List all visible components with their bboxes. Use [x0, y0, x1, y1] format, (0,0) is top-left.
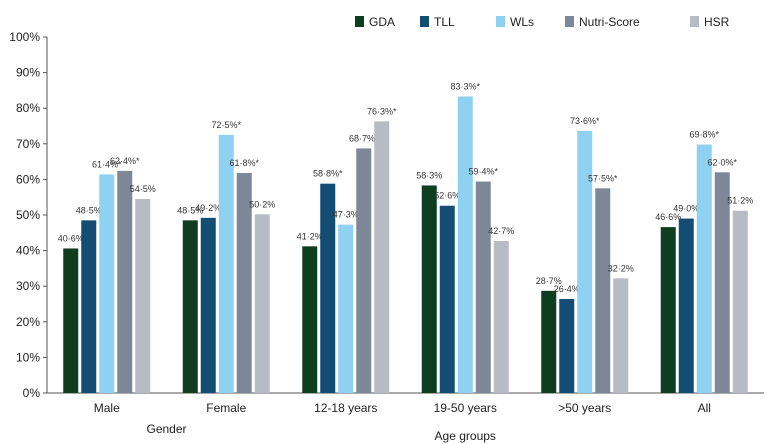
- legend-label: GDA: [369, 15, 395, 29]
- data-label: 69·8%*: [689, 130, 719, 140]
- data-label: 41·2%: [297, 231, 323, 241]
- data-label: 40·6%: [58, 233, 84, 243]
- legend-swatch: [565, 16, 574, 27]
- data-label: 76·3%*: [367, 106, 397, 116]
- data-label: 72·5%*: [211, 120, 241, 130]
- bar-hsr: [732, 210, 748, 393]
- legend-item: WLs: [496, 15, 534, 29]
- bar-wls: [457, 96, 473, 394]
- y-tick-label: 20%: [16, 315, 40, 329]
- data-label: 83·3%*: [450, 81, 480, 91]
- bar-gda: [421, 185, 437, 393]
- y-tick-label: 10%: [16, 350, 40, 364]
- bar-nutri-score: [475, 181, 491, 393]
- bar-tll: [200, 217, 216, 393]
- data-label: 42·7%: [488, 226, 514, 236]
- data-label: 58·8%*: [313, 169, 343, 179]
- x-tick-label: All: [698, 401, 711, 415]
- legend-swatch: [690, 16, 699, 27]
- data-label: 58·3%: [416, 170, 442, 180]
- bar-gda: [182, 220, 198, 393]
- y-tick-label: 40%: [16, 244, 40, 258]
- y-tick-label: 70%: [16, 137, 40, 151]
- y-tick-label: 50%: [16, 208, 40, 222]
- bar-hsr: [374, 121, 390, 393]
- legend-item: TLL: [420, 15, 455, 29]
- data-label: 62·0%*: [707, 157, 737, 167]
- bar-hsr: [135, 198, 151, 393]
- data-label: 49·2%: [195, 203, 221, 213]
- x-tick-label: Female: [206, 401, 246, 415]
- bar-hsr: [493, 240, 509, 393]
- data-label: 57·5%*: [588, 173, 618, 183]
- bar-wls: [218, 134, 234, 393]
- data-label: 61·4%*: [92, 159, 122, 169]
- bar-nutri-score: [356, 148, 372, 393]
- legend-label: WLs: [510, 15, 534, 29]
- data-label: 51·2%: [727, 196, 753, 206]
- group-label-age: Age groups: [435, 429, 496, 443]
- data-label: 54·5%: [130, 184, 156, 194]
- bar-tll: [439, 205, 455, 393]
- data-label: 73·6%*: [570, 116, 600, 126]
- legend-item: Nutri-Score: [565, 15, 640, 29]
- data-label: 48·5%: [177, 205, 203, 215]
- bar-nutri-score: [236, 172, 252, 393]
- y-tick-label: 30%: [16, 279, 40, 293]
- y-tick-label: 90%: [16, 66, 40, 80]
- data-label: 47·3%: [333, 210, 359, 220]
- x-tick-label: Male: [94, 401, 120, 415]
- legend-label: Nutri-Score: [579, 15, 640, 29]
- bar-wls: [696, 144, 712, 393]
- legend-label: HSR: [704, 15, 730, 29]
- data-label: 59·4%*: [468, 167, 498, 177]
- x-tick-label: 19-50 years: [434, 401, 497, 415]
- data-label: 62·4%*: [110, 156, 140, 166]
- bar-wls: [99, 174, 115, 393]
- legend-item: GDA: [355, 15, 395, 29]
- data-label: 68·7%*: [349, 133, 379, 143]
- bar-wls: [577, 130, 593, 393]
- bar-hsr: [254, 214, 270, 393]
- bar-gda: [302, 246, 318, 393]
- y-tick-label: 60%: [16, 172, 40, 186]
- bar-nutri-score: [714, 172, 730, 393]
- data-label: 46·6%: [655, 212, 681, 222]
- bar-tll: [559, 299, 575, 393]
- y-tick-label: 0%: [23, 386, 41, 400]
- data-label: 26·4%: [554, 284, 580, 294]
- bar-tll: [678, 218, 694, 393]
- bar-tll: [81, 220, 97, 393]
- bar-gda: [541, 290, 557, 393]
- data-label: 49·0%: [673, 204, 699, 214]
- bar-wls: [338, 224, 354, 393]
- data-label: 50·2%: [249, 199, 275, 209]
- legend-label: TLL: [434, 15, 455, 29]
- group-label-gender: Gender: [146, 422, 186, 436]
- bar-nutri-score: [595, 188, 611, 393]
- legend-swatch: [420, 16, 429, 27]
- data-label: 32·2%: [608, 263, 634, 273]
- bar-nutri-score: [117, 170, 133, 393]
- legend-swatch: [355, 16, 364, 27]
- data-label: 48·5%: [76, 205, 102, 215]
- data-label: 52·6%: [434, 191, 460, 201]
- data-label: 28·7%: [536, 276, 562, 286]
- data-label: 61·8%*: [229, 158, 259, 168]
- bar-hsr: [613, 278, 629, 393]
- y-tick-label: 100%: [9, 30, 40, 44]
- bar-gda: [63, 248, 79, 393]
- x-tick-label: >50 years: [558, 401, 611, 415]
- legend-item: HSR: [690, 15, 730, 29]
- legend-swatch: [496, 16, 505, 27]
- y-tick-label: 80%: [16, 101, 40, 115]
- bar-tll: [320, 183, 336, 393]
- x-tick-label: 12-18 years: [314, 401, 377, 415]
- bar-gda: [660, 227, 676, 393]
